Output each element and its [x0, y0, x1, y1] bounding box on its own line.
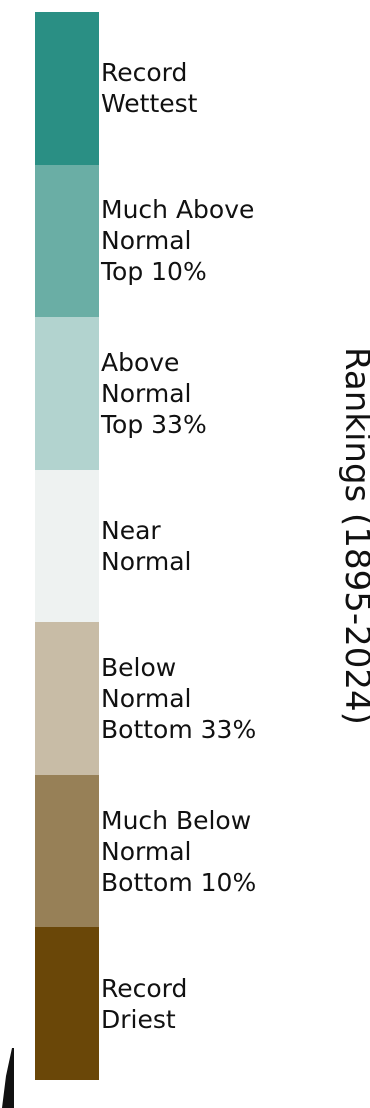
- legend-swatch: [35, 317, 99, 470]
- legend-label-line: Normal: [101, 378, 192, 408]
- partial-map-edge: [2, 1048, 14, 1108]
- legend-label-line: Bottom 10%: [101, 867, 257, 897]
- legend-label-line: Normal: [101, 684, 192, 714]
- legend-label: Near Normal: [101, 515, 191, 577]
- legend-label-line: Above: [101, 347, 180, 377]
- legend-swatch: [35, 12, 99, 165]
- legend-label-line: Wettest: [101, 89, 198, 119]
- legend-label-line: Normal: [101, 836, 192, 866]
- legend-label: Record Wettest: [101, 57, 197, 119]
- legend-swatch: [35, 164, 99, 318]
- legend-label: Much Above Normal Top 10%: [101, 194, 254, 287]
- legend-label-line: Normal: [101, 226, 192, 256]
- legend-label: Record Driest: [101, 973, 187, 1035]
- legend-label-line: Bottom 33%: [101, 715, 257, 745]
- legend-label-line: Normal: [101, 547, 192, 576]
- legend-label-line: Much Above: [101, 195, 255, 225]
- legend-label: Above Normal Top 33%: [101, 347, 207, 440]
- legend-label: Below Normal Bottom 33%: [101, 652, 256, 745]
- legend-label: Much Below Normal Bottom 10%: [101, 805, 256, 898]
- legend-swatch: [35, 774, 99, 928]
- legend-axis-title: Rankings (1895-2024): [337, 347, 370, 725]
- legend-label-line: Top 33%: [101, 409, 207, 439]
- legend-label-line: Record: [101, 973, 188, 1003]
- ranking-color-legend: Record Wettest Much Above Normal Top 10% Abov…: [35, 12, 370, 1080]
- legend-label-line: Top 10%: [101, 257, 207, 287]
- legend-label-line: Below: [101, 653, 177, 683]
- legend-label-line: Driest: [101, 1004, 176, 1034]
- legend-label-line: Record: [101, 58, 188, 88]
- legend-swatch: [35, 927, 99, 1080]
- legend-swatch: [35, 469, 99, 623]
- legend-label-line: Near: [101, 516, 161, 545]
- legend-label-line: Much Below: [101, 805, 252, 835]
- legend-swatch: [35, 622, 99, 775]
